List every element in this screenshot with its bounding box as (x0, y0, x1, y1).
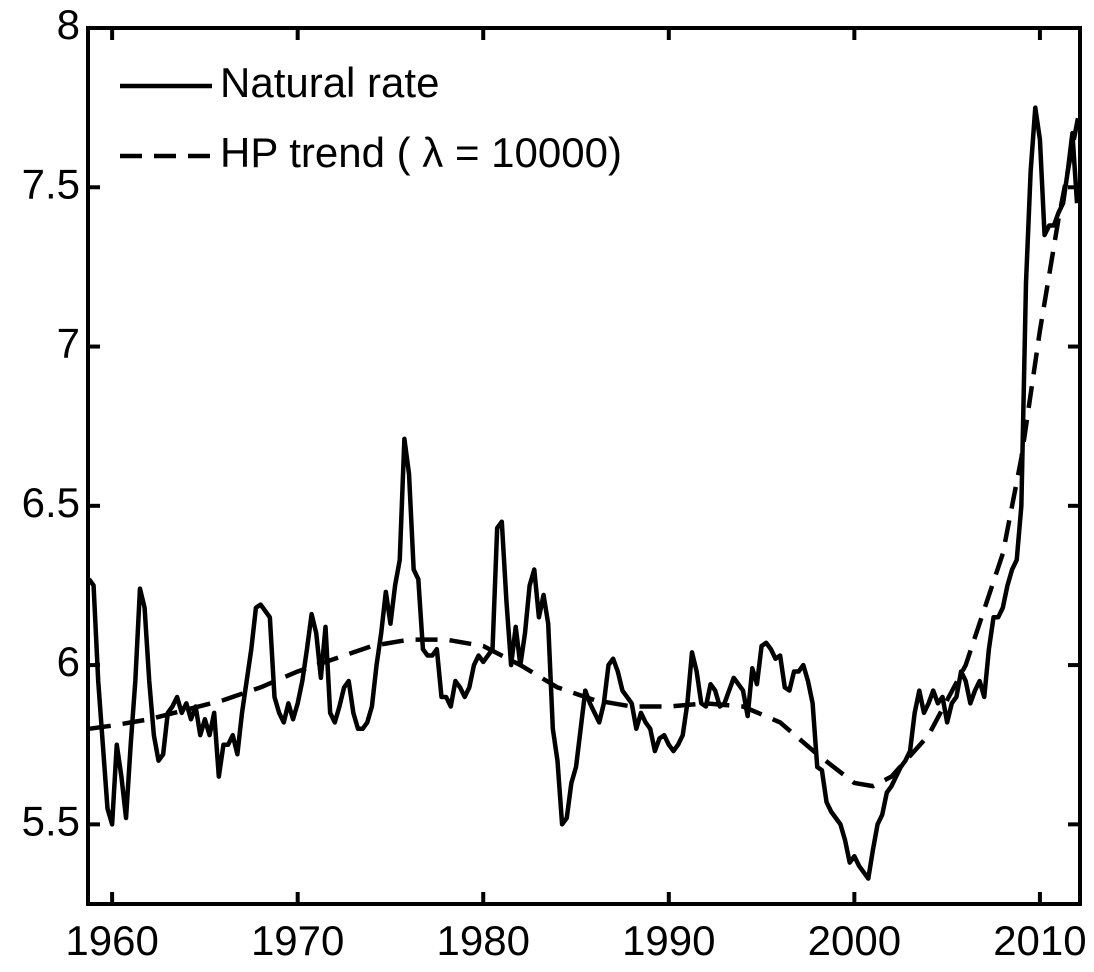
x-tick-label: 2000 (808, 917, 901, 964)
y-tick-label: 6.5 (22, 479, 80, 526)
y-tick-label: 7.5 (22, 160, 80, 207)
y-tick-label: 6 (57, 638, 80, 685)
y-tick-label: 8 (57, 1, 80, 48)
x-tick-label: 1980 (437, 917, 530, 964)
x-tick-label: 1990 (622, 917, 715, 964)
plot-area (88, 28, 1080, 904)
data-line (88, 107, 1080, 789)
y-tick-label: 7 (57, 320, 80, 367)
data-line (88, 105, 1080, 881)
y-tick-label: 5.5 (22, 797, 80, 844)
x-tick-label: 1970 (251, 917, 344, 964)
x-tick-label: 1960 (65, 917, 158, 964)
axes-frame (86, 26, 1082, 906)
x-tick-label: 2010 (993, 917, 1086, 964)
legend-label: HP trend ( λ = 10000) (220, 129, 622, 176)
legend-label: Natural rate (220, 59, 439, 106)
